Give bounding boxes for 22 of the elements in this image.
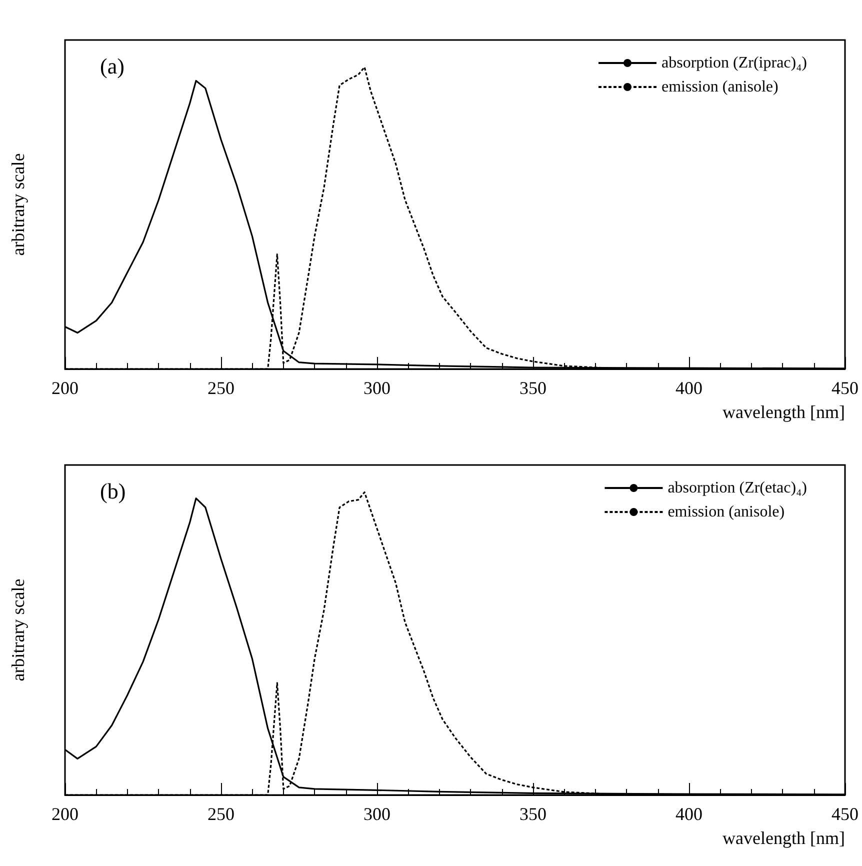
y-axis-title: arbitrary scale bbox=[8, 153, 28, 256]
x-tick-label: 200 bbox=[52, 804, 78, 824]
x-axis-title: wavelength [nm] bbox=[722, 828, 845, 848]
x-tick-label: 350 bbox=[520, 378, 546, 398]
x-tick-label: 400 bbox=[676, 378, 702, 398]
chart-title: (b) bbox=[100, 478, 126, 504]
legend-label: absorption (Zr(etac)₄) bbox=[668, 480, 808, 496]
x-tick-label: 200 bbox=[52, 378, 78, 398]
legend-label: emission (anisole) bbox=[661, 78, 778, 96]
y-axis-title: arbitrary scale bbox=[8, 578, 28, 682]
x-tick-label: 250 bbox=[208, 804, 234, 824]
x-tick-label: 400 bbox=[676, 804, 702, 824]
legend-label: emission (anisole) bbox=[668, 504, 785, 520]
x-tick-label: 250 bbox=[208, 378, 234, 398]
legend-label: absorption (Zr(iprac)₄) bbox=[661, 54, 807, 72]
x-tick-label: 450 bbox=[832, 804, 858, 824]
x-tick-label: 450 bbox=[832, 378, 858, 398]
chart-title: (a) bbox=[100, 54, 124, 78]
x-tick-label: 300 bbox=[364, 378, 390, 398]
x-axis-title: wavelength [nm] bbox=[722, 402, 845, 422]
x-tick-label: 350 bbox=[520, 804, 546, 824]
x-tick-label: 300 bbox=[364, 804, 390, 824]
